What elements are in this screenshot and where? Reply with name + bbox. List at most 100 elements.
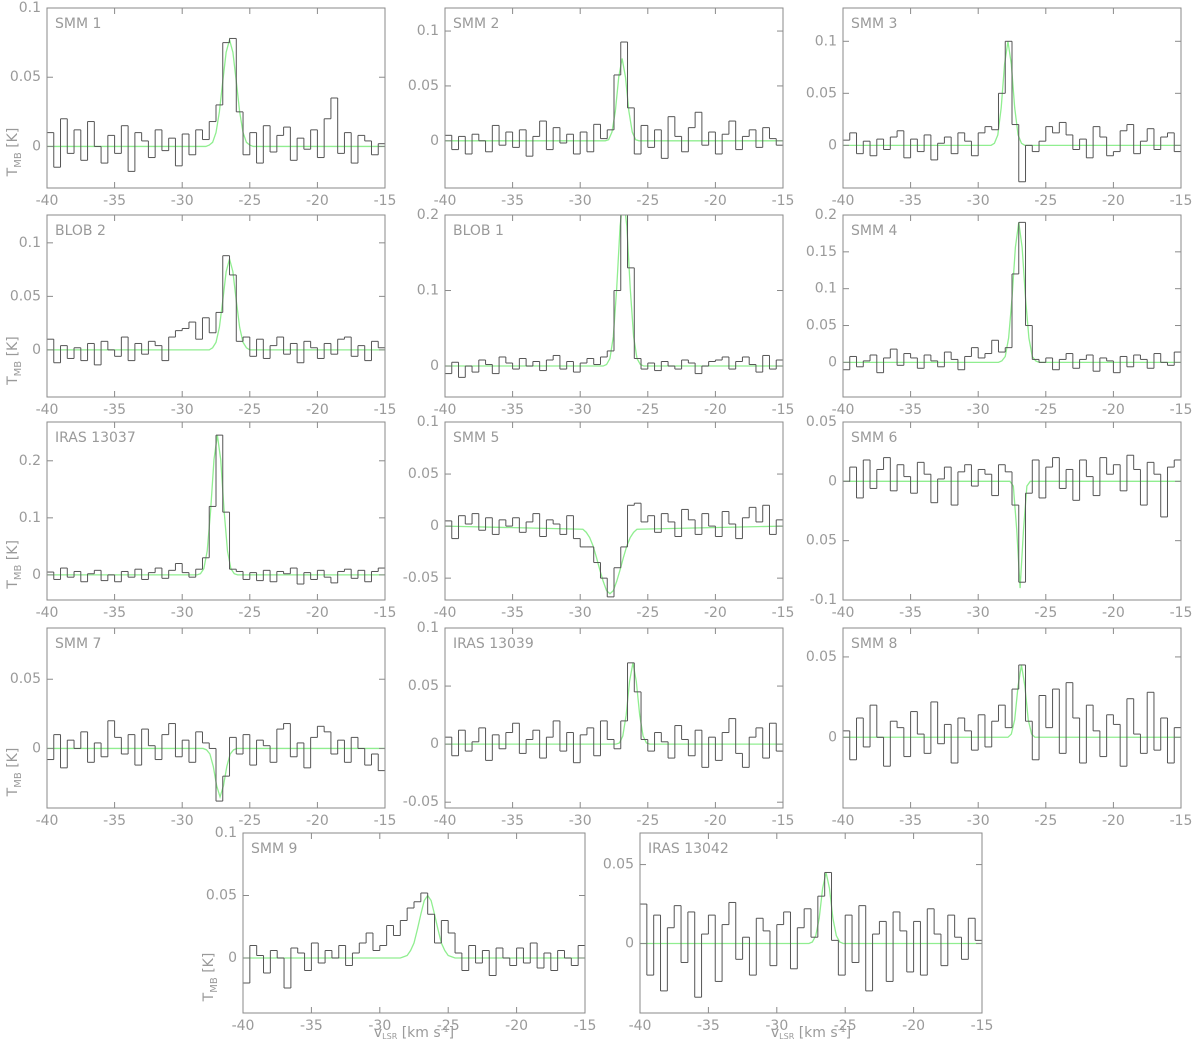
x-tick-label: -40: [36, 605, 59, 621]
y-axis-label: TMB [K]: [5, 748, 24, 798]
panel: SMM 6 -40 -35 -30 -25 -20 -15 -0.1 0.05 0 0.05: [806, 414, 1193, 621]
x-tick-label: -30: [967, 402, 990, 418]
y-tick-label: 0.05: [408, 466, 439, 482]
y-tick-label: 0.05: [806, 533, 837, 549]
y-tick-label: 0.05: [408, 78, 439, 94]
panel: SMM 3 -40 -35 -30 -25 -20 -15 0 0.05 0.1: [806, 7, 1192, 209]
x-tick-label: -35: [501, 605, 524, 621]
y-tick-label: 0.2: [815, 207, 837, 223]
x-tick-label: -30: [967, 193, 990, 209]
axes-frame: [46, 627, 386, 809]
x-tick-label: -25: [238, 813, 261, 829]
x-tick-label: -15: [772, 402, 795, 418]
y-tick-label: 0: [828, 137, 837, 153]
y-axis-label: TMB [K]: [5, 540, 24, 590]
x-tick-label: -25: [834, 1018, 857, 1034]
y-label-unit: [K]: [201, 953, 217, 978]
y-label-unit: [K]: [5, 540, 21, 565]
y-tick-label: 0.1: [815, 281, 837, 297]
x-tick-label: -40: [36, 193, 59, 209]
panel-title: SMM 8: [851, 636, 897, 652]
y-tick-label: 0.1: [417, 414, 439, 430]
panel-title: SMM 5: [453, 430, 499, 446]
x-tick-label: -40: [832, 402, 855, 418]
x-tick-label: -35: [697, 1018, 720, 1034]
x-tick-label: -20: [306, 605, 329, 621]
y-label-main: T: [5, 167, 21, 177]
x-tick-label: -25: [636, 193, 659, 209]
y-label-sub: MB: [13, 361, 24, 377]
y-tick-label: 0: [430, 358, 439, 374]
panel: SMM 2 -40 -35 -30 -25 -20 -15 0 0.05 0.1: [408, 7, 794, 209]
x-tick-label: -35: [501, 402, 524, 418]
panel: BLOB 1 -40 -35 -30 -25 -20 -15 0 0.1 0.2: [417, 207, 795, 418]
y-tick-label: 0.1: [19, 235, 41, 251]
y-tick-label: 0.05: [806, 649, 837, 665]
x-tick-label: -40: [434, 813, 457, 829]
panel-title: SMM 2: [453, 16, 499, 32]
y-tick-label: 0.1: [215, 825, 237, 841]
y-tick-label: 0: [625, 936, 634, 952]
panel: SMM 7 -40 -35 -30 -25 -20 -15 0 0.05 TMB [K]: [5, 627, 397, 829]
x-tick-label: -40: [629, 1018, 652, 1034]
x-tick-label: -40: [232, 1018, 255, 1034]
y-label-main: T: [5, 580, 21, 590]
panel-title: BLOB 1: [453, 223, 504, 239]
y-label-unit: [K]: [5, 128, 21, 153]
x-tick-label: -40: [434, 605, 457, 621]
x-tick-label: -30: [569, 605, 592, 621]
y-label-sub: MB: [13, 772, 24, 788]
y-label-sub: MB: [13, 565, 24, 581]
y-tick-label: 0: [430, 736, 439, 752]
x-tick-label: -30: [967, 813, 990, 829]
x-tick-label: -30: [967, 605, 990, 621]
x-tick-label: -25: [437, 1018, 460, 1034]
x-tick-label: -30: [171, 605, 194, 621]
x-label-sup: -1: [441, 1025, 449, 1034]
y-label-sub: MB: [13, 152, 24, 168]
x-tick-label: -15: [1170, 605, 1193, 621]
x-tick-label: -15: [772, 813, 795, 829]
x-tick-label: -20: [1102, 813, 1125, 829]
x-tick-label: -35: [103, 813, 126, 829]
x-tick-label: -25: [636, 402, 659, 418]
y-tick-label: 0: [828, 354, 837, 370]
y-tick-label: 0.05: [806, 318, 837, 334]
panel-title: SMM 9: [251, 841, 297, 857]
y-tick-label: 0: [430, 133, 439, 149]
y-tick-label: 0.1: [19, 510, 41, 526]
y-tick-label: -0.05: [403, 570, 439, 586]
x-tick-label: -15: [374, 402, 397, 418]
x-tick-label: -15: [374, 813, 397, 829]
y-tick-label: 0.2: [19, 453, 41, 469]
panel-title: IRAS 13042: [648, 841, 729, 857]
y-tick-label: 0.1: [815, 33, 837, 49]
panel: SMM 9 -40 -35 -30 -25 -20 -15 0 0.05 0.1 TMB [K] vL…: [201, 825, 596, 1041]
y-tick-label: 0.1: [19, 0, 41, 16]
axes-frame: [46, 214, 386, 398]
y-tick-label: 0.05: [408, 678, 439, 694]
axes-frame: [444, 7, 784, 189]
x-tick-label: -20: [1102, 193, 1125, 209]
x-tick-label: -30: [765, 1018, 788, 1034]
axes-frame: [639, 832, 983, 1014]
y-tick-label: -0.05: [403, 794, 439, 810]
x-tick-label: -20: [704, 605, 727, 621]
y-label-main: T: [201, 992, 217, 1002]
x-tick-label: -25: [636, 813, 659, 829]
fit-line: [843, 480, 1181, 589]
y-tick-label: 0.1: [417, 283, 439, 299]
fit-line: [445, 525, 783, 595]
x-tick-label: -35: [501, 193, 524, 209]
x-label-close: ]: [846, 1025, 851, 1041]
x-tick-label: -20: [902, 1018, 925, 1034]
x-tick-label: -15: [374, 605, 397, 621]
panel: IRAS 13037 -40 -35 -30 -25 -20 -15 0 0.1 0.2 TMB […: [5, 421, 397, 621]
x-tick-label: -30: [171, 402, 194, 418]
y-axis-label: TMB [K]: [201, 953, 220, 1003]
fit-line: [47, 256, 385, 351]
x-tick-label: -25: [1034, 813, 1057, 829]
panel-title: SMM 3: [851, 16, 897, 32]
y-tick-label: 0.05: [806, 85, 837, 101]
